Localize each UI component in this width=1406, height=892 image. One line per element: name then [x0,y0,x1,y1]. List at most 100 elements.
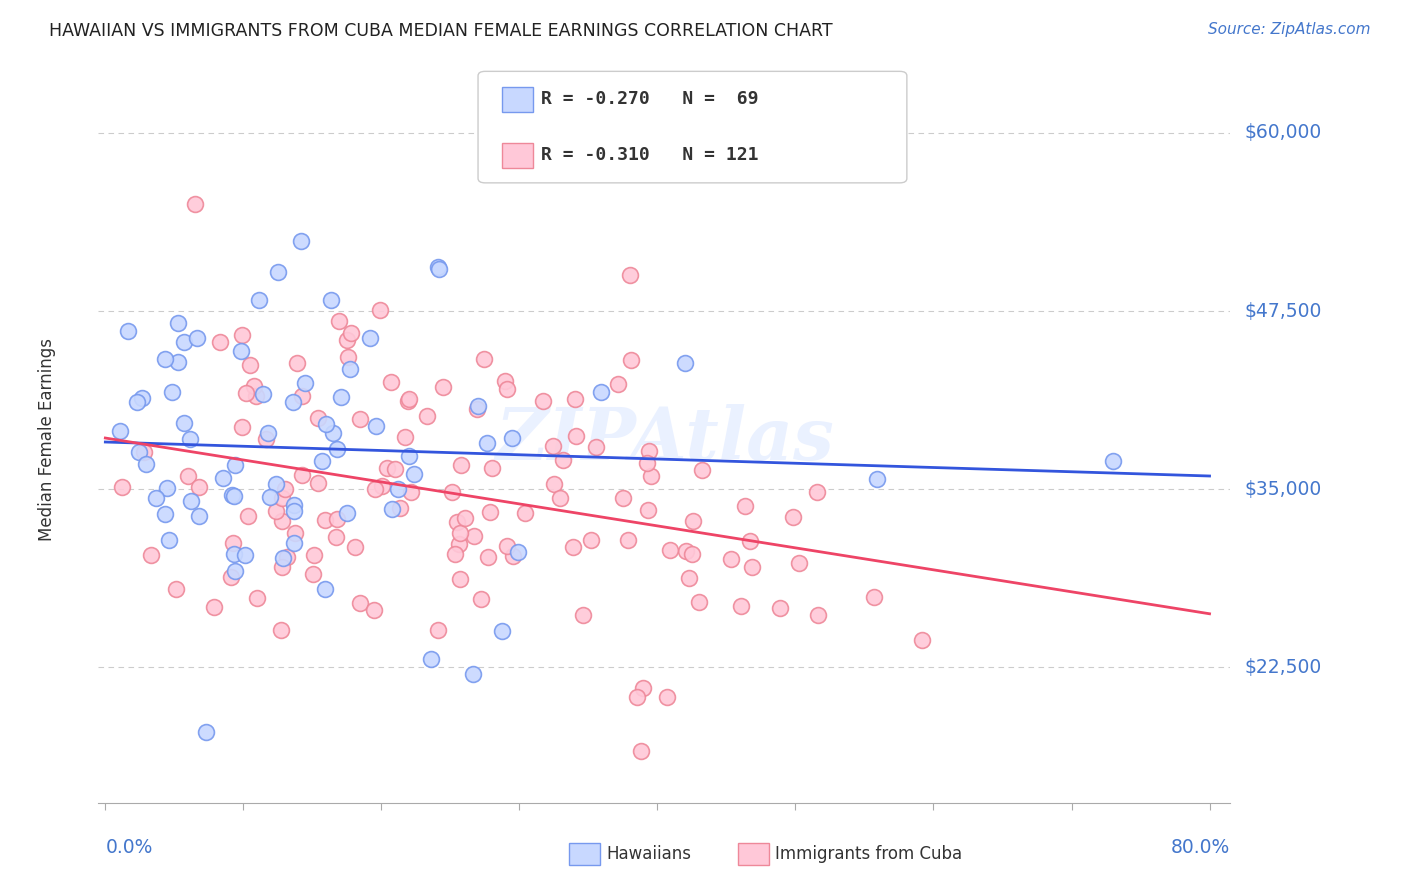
Point [675,544,697,558]
Point [551,453,574,467]
Point [470,591,492,606]
Point [607,376,630,391]
Text: Source: ZipAtlas.com: Source: ZipAtlas.com [1208,22,1371,37]
Point [402,467,425,481]
Point [443,547,465,561]
Point [349,412,371,426]
Point [782,509,804,524]
Point [252,387,274,401]
Text: $35,000: $35,000 [1244,480,1322,499]
Point [290,234,312,248]
Point [336,506,359,520]
Point [682,514,704,528]
Point [155,508,177,522]
Point [108,424,131,438]
Point [231,420,253,434]
Point [769,600,792,615]
Point [212,470,235,484]
Text: ZIPAtlas: ZIPAtlas [495,404,834,475]
Point [307,475,329,490]
Point [111,480,134,494]
Text: R = -0.270   N =  69: R = -0.270 N = 69 [541,90,759,108]
Point [135,457,157,471]
Point [396,394,419,409]
Point [245,389,267,403]
Point [224,548,246,562]
Point [734,500,756,514]
Point [637,444,659,458]
Point [325,530,347,544]
Point [283,498,305,512]
Point [481,460,503,475]
Point [294,376,316,391]
Point [264,476,287,491]
Point [673,356,696,370]
Point [271,560,294,574]
Point [283,536,305,550]
Point [188,508,211,523]
Point [224,564,246,578]
Point [271,491,294,506]
Point [208,334,231,349]
Point [284,525,307,540]
Point [319,293,342,307]
Point [236,509,259,524]
Point [416,409,439,424]
Point [440,485,463,500]
Point [274,482,297,496]
Point [202,600,225,615]
Point [247,293,270,307]
Point [222,535,245,549]
Point [465,401,488,416]
Point [364,482,387,496]
Point [254,432,277,446]
Point [398,449,420,463]
Point [186,331,208,345]
Point [450,458,472,472]
Point [501,431,523,445]
Point [229,344,252,359]
Point [427,260,450,274]
Point [562,541,585,555]
Point [173,334,195,349]
Point [619,268,641,283]
Point [325,442,347,456]
Point [256,425,278,440]
Point [387,482,409,496]
Text: 80.0%: 80.0% [1171,838,1230,857]
Point [454,510,477,524]
Point [128,445,150,459]
Point [344,541,367,555]
Point [678,571,700,585]
Point [620,353,643,368]
Text: Median Female Earnings: Median Female Earnings [38,338,56,541]
Point [270,623,292,637]
Point [322,426,344,441]
Point [291,467,314,482]
Point [541,439,564,453]
Point [579,533,602,548]
Point [419,651,441,665]
Point [167,354,190,368]
Point [125,395,148,409]
Point [478,505,501,519]
Point [690,463,713,477]
Point [224,489,246,503]
Point [368,302,391,317]
Point [160,384,183,399]
Point [543,477,565,491]
Point [326,512,349,526]
Point [180,494,202,508]
Point [449,572,471,586]
Point [177,469,200,483]
Point [271,514,294,528]
Point [307,411,329,425]
Point [302,548,325,562]
Point [187,480,209,494]
Point [787,556,810,570]
Point [550,491,572,505]
Point [463,667,485,681]
Point [399,485,422,500]
Point [463,529,485,543]
Point [145,491,167,505]
